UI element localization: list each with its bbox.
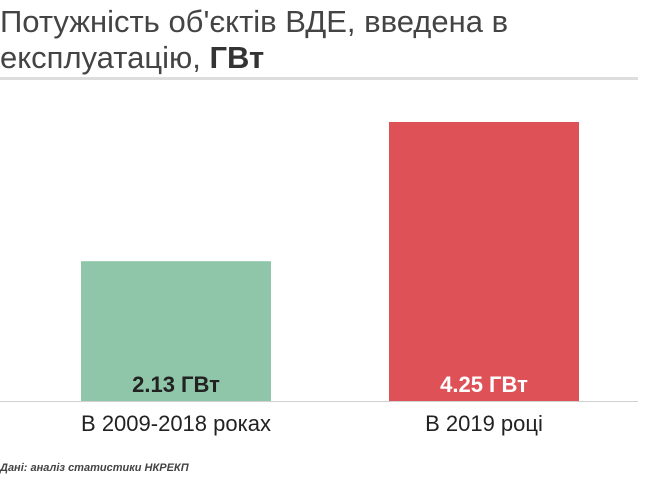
bar-1 [81,261,271,401]
bar-value-label-2: 4.25 ГВт [440,372,528,397]
category-label-1: В 2009-2018 роках [81,411,271,436]
chart-title-unit: ГВт [209,40,265,75]
category-label-2: В 2019 році [425,411,543,436]
chart-title: Потужність об'єктів ВДЕ, введена в експл… [0,4,640,76]
bar-value-label-1: 2.13 ГВт [132,372,220,397]
source-note: Дані: аналіз статистики НКРЕКП [0,462,189,474]
bar-2 [389,122,579,401]
chart-title-text: Потужність об'єктів ВДЕ, введена в експл… [0,4,509,75]
title-divider [0,77,638,80]
